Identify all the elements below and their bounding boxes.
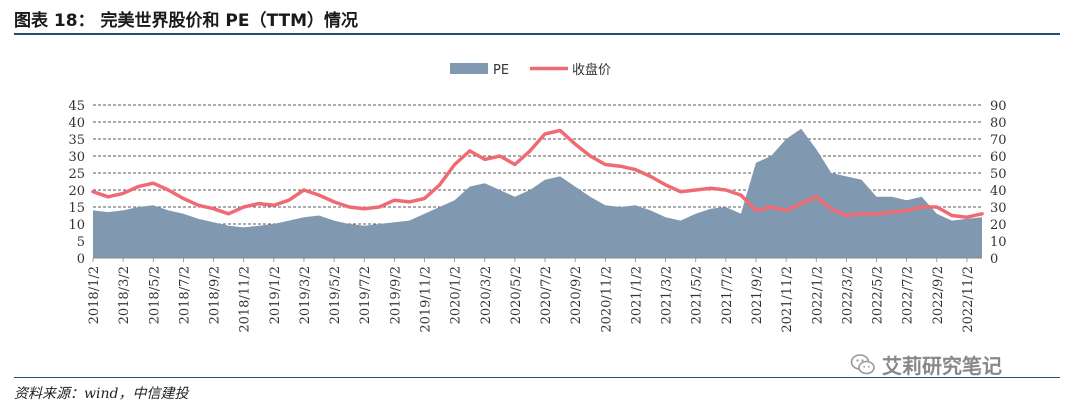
source-note: 资料来源：wind，中信建投	[14, 386, 189, 402]
x-tick-label: 2019/3/2	[298, 266, 313, 324]
right-tick-label: 0	[990, 252, 998, 267]
pe-series-area	[93, 128, 982, 258]
right-tick-label: 50	[990, 167, 1007, 182]
x-tick-label: 2018/3/2	[117, 266, 132, 324]
right-tick-label: 30	[990, 201, 1007, 216]
left-tick-label: 10	[68, 218, 85, 233]
wechat-icon	[850, 353, 875, 374]
footer-rule	[14, 377, 1060, 378]
x-tick-label: 2019/1/2	[268, 266, 283, 324]
x-tick-label: 2020/9/2	[569, 266, 584, 324]
right-tick-label: 60	[990, 150, 1007, 165]
x-tick-label: 2019/11/2	[418, 266, 433, 333]
legend-label-pe: PE	[493, 63, 509, 78]
x-tick-label: 2021/5/2	[690, 266, 705, 324]
x-tick-label: 2019/9/2	[388, 266, 403, 324]
x-tick-label: 2021/3/2	[660, 266, 675, 324]
x-tick-label: 2021/11/2	[780, 266, 795, 333]
x-tick-label: 2019/5/2	[328, 266, 343, 324]
left-tick-label: 30	[68, 150, 85, 165]
right-tick-label: 20	[990, 218, 1007, 233]
x-tick-label: 2020/7/2	[539, 266, 554, 324]
x-tick-label: 2018/11/2	[238, 266, 253, 333]
left-tick-label: 0	[77, 252, 85, 267]
left-tick-label: 20	[68, 184, 85, 199]
x-tick-label: 2022/11/2	[961, 266, 976, 333]
title-rule	[14, 33, 1060, 35]
x-tick-label: 2022/5/2	[871, 266, 886, 324]
legend: PE 收盘价	[450, 62, 611, 78]
x-tick-label: 2020/11/2	[599, 266, 614, 333]
x-tick-label: 2021/7/2	[720, 266, 735, 324]
x-axis: 2018/1/2 2018/3/2 2018/5/2 2018/7/2 2018/9/2…	[87, 258, 976, 333]
right-tick-label: 40	[990, 184, 1007, 199]
pe-area-layer	[93, 128, 982, 258]
watermark-text: 艾莉研究笔记	[882, 354, 1002, 378]
x-tick-label: 2020/3/2	[479, 266, 494, 324]
x-tick-label: 2021/1/2	[629, 266, 644, 324]
left-tick-label: 45	[68, 99, 85, 114]
x-tick-label: 2018/1/2	[87, 266, 102, 324]
right-tick-label: 10	[990, 235, 1007, 250]
left-tick-label: 25	[68, 167, 85, 182]
x-tick-label: 2018/7/2	[177, 266, 192, 324]
left-y-axis: 0 5 10 15 20 25 30 35 40 45	[68, 99, 85, 267]
figure-title: 图表 18： 完美世界股价和 PE（TTM）情况	[14, 11, 358, 31]
x-tick-label: 2022/3/2	[840, 266, 855, 324]
x-tick-label: 2020/1/2	[449, 266, 464, 324]
left-tick-label: 35	[68, 133, 85, 148]
right-tick-label: 70	[990, 133, 1007, 148]
legend-swatch-pe	[450, 63, 488, 74]
legend-label-price: 收盘价	[572, 62, 611, 78]
x-tick-label: 2018/9/2	[208, 266, 223, 324]
x-tick-label: 2019/7/2	[358, 266, 373, 324]
left-tick-label: 5	[77, 235, 85, 250]
x-tick-label: 2022/1/2	[810, 266, 825, 324]
x-tick-label: 2018/5/2	[147, 266, 162, 324]
left-tick-label: 40	[68, 116, 85, 131]
right-tick-label: 80	[990, 116, 1007, 131]
watermark: 艾莉研究笔记	[850, 350, 1002, 379]
price-series-line	[91, 128, 984, 219]
x-tick-label: 2020/5/2	[509, 266, 524, 324]
left-tick-label: 15	[68, 201, 85, 216]
right-tick-label: 90	[990, 99, 1007, 114]
pe-price-chart: 0 5 10 15 20 25 30 35 40 45 0 10 20 30 40 50 60 70 80 90 2…	[68, 62, 1007, 333]
x-tick-label: 2022/7/2	[901, 266, 916, 324]
x-tick-label: 2022/9/2	[931, 266, 946, 324]
right-y-axis: 0 10 20 30 40 50 60 70 80 90	[990, 99, 1007, 267]
price-line-layer	[91, 128, 984, 219]
x-tick-label: 2021/9/2	[750, 266, 765, 324]
